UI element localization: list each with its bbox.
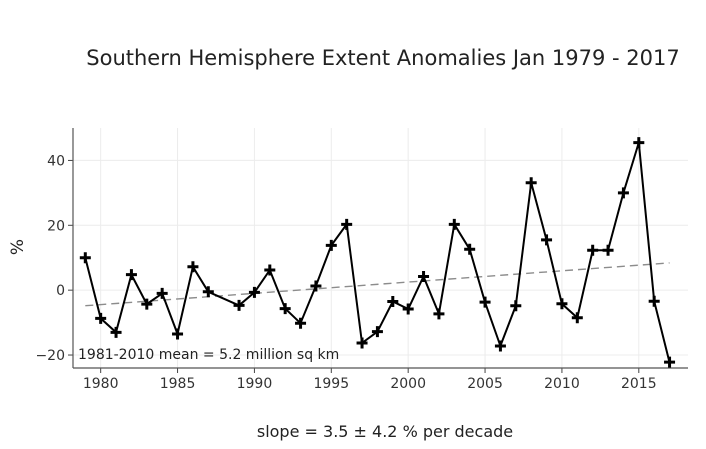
data-point-marker [633,137,645,149]
data-point-marker [617,187,629,199]
data-point-marker [402,303,414,315]
data-point-marker [448,218,460,230]
y-tick-label: −20 [35,348,65,364]
data-point-marker [648,295,660,307]
x-tick-label: 1990 [237,376,273,392]
x-tick-label: 2000 [390,376,426,392]
x-tick-label: 1985 [160,376,196,392]
x-tick-label: 2010 [544,376,580,392]
mean-annotation: 1981-2010 mean = 5.2 million sq km [78,347,339,363]
x-tick-label: 1995 [313,376,349,392]
grid [73,128,688,368]
data-point-marker [341,218,353,230]
data-point-marker [295,317,307,329]
axes [68,128,688,373]
data-point-marker [156,287,168,299]
data-point-marker [587,244,599,256]
data-point-marker [371,326,383,338]
data-point-marker [172,328,184,340]
y-axis-label: % [8,239,28,255]
x-tick-label: 2005 [467,376,503,392]
series-markers [79,137,676,368]
data-point-marker [248,286,260,298]
tick-labels: 1980 1985 1990 1995 2000 2005 2010 2015 −20 0 20 40 [35,153,656,392]
data-point-marker [233,299,245,311]
data-point-marker [325,239,337,251]
data-point-marker [310,280,322,292]
x-tick-label: 1980 [83,376,119,392]
y-tick-label: 40 [47,153,65,169]
data-point-marker [464,243,476,255]
data-point-marker [418,271,430,283]
data-point-marker [141,298,153,310]
data-point-marker [202,286,214,298]
chart-title: Southern Hemisphere Extent Anomalies Jan… [86,46,679,70]
data-point-marker [602,244,614,256]
data-point-marker [187,261,199,273]
data-point-marker [541,234,553,246]
trend-line [85,262,670,307]
data-point-marker [494,340,506,352]
data-point-marker [79,252,91,264]
data-point-marker [110,326,122,338]
data-point-marker [479,296,491,308]
data-point-marker [264,264,276,276]
data-point-marker [525,177,537,189]
data-point-marker [433,308,445,320]
x-tick-label: 2015 [621,376,657,392]
data-point-marker [356,337,368,349]
data-point-marker [510,300,522,312]
data-point-marker [556,298,568,310]
slope-caption: slope = 3.5 ± 4.2 % per decade [257,422,513,441]
data-point-marker [387,296,399,308]
y-tick-label: 20 [47,218,65,234]
series-line [84,142,671,363]
data-point-marker [279,303,291,315]
data-point-marker [95,312,107,324]
data-point-marker [664,356,676,368]
y-tick-label: 0 [56,283,65,299]
data-point-marker [571,312,583,324]
data-point-marker [125,269,137,281]
